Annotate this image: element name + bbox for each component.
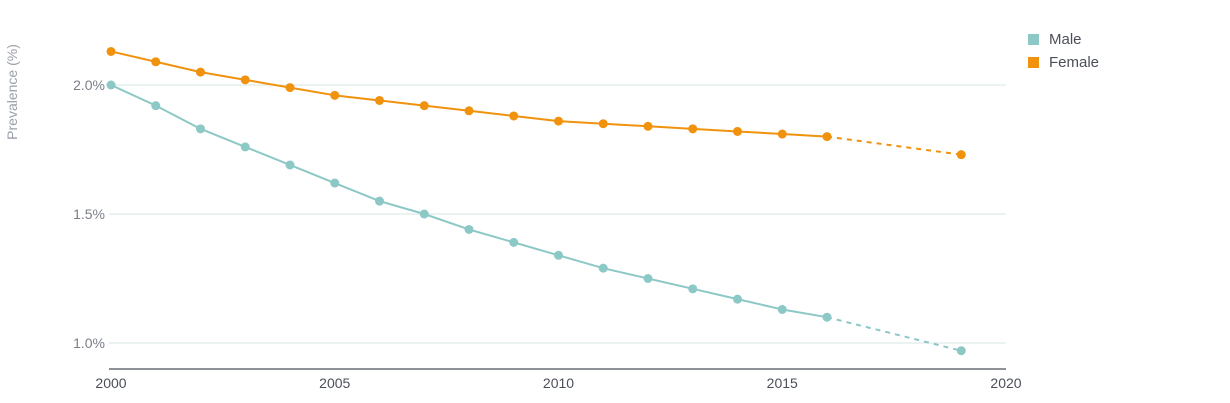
axes: 1.0% 1.5% 2.0% 2000 2005 2010 2015 2020 Prevalen… (4, 44, 1022, 391)
legend-label-male: Male (1049, 31, 1082, 48)
data-point-male-2015 (777, 304, 787, 314)
gridlines (109, 84, 1006, 344)
data-point-male-2000 (106, 80, 116, 90)
data-point-male-2002 (196, 124, 205, 134)
data-point-male-2009 (509, 237, 519, 247)
y-tick-label-2: 2.0% (73, 77, 105, 93)
data-point-female-2000 (106, 46, 116, 56)
data-point-male-2004 (285, 160, 295, 170)
data-point-female-2001 (151, 57, 161, 67)
data-point-female-2008 (464, 106, 474, 116)
data-point-male-2006 (375, 196, 384, 206)
data-point-male-2012 (643, 274, 653, 283)
series-projection-line-male (826, 316, 962, 352)
legend-item-female[interactable]: Female (1028, 54, 1099, 71)
data-point-female-2015 (777, 129, 787, 139)
data-point-female-2014 (733, 126, 742, 136)
series-layer (106, 46, 966, 356)
data-point-male-2001 (151, 101, 161, 111)
legend-item-male[interactable]: Male (1028, 31, 1099, 48)
x-tick-label-2000: 2000 (95, 375, 126, 391)
data-point-male-2013 (688, 284, 698, 294)
data-point-male-2016 (822, 312, 832, 322)
series-line-male (110, 84, 828, 319)
data-point-female-2004 (285, 83, 295, 93)
y-axis-title: Prevalence (%) (4, 44, 20, 140)
data-point-male-2007 (419, 209, 429, 219)
data-point-male-2003 (240, 142, 250, 152)
legend: Male Female (1028, 31, 1099, 71)
data-point-male-2019 (956, 346, 966, 356)
data-point-female-2003 (240, 75, 250, 85)
x-tick-label-2020: 2020 (990, 375, 1021, 391)
data-point-female-2012 (643, 121, 653, 131)
data-point-male-2011 (598, 263, 608, 273)
legend-swatch-male (1028, 34, 1039, 45)
data-point-female-2011 (598, 119, 608, 129)
data-point-female-2006 (375, 95, 384, 105)
data-point-female-2005 (330, 90, 340, 100)
data-point-male-2010 (554, 250, 563, 260)
x-tick-label-2010: 2010 (543, 375, 574, 391)
x-tick-label-2015: 2015 (767, 375, 798, 391)
data-point-female-2013 (688, 124, 698, 134)
data-point-male-2005 (330, 178, 340, 188)
y-tick-label-1-5: 1.5% (73, 206, 105, 222)
data-point-female-2010 (554, 116, 563, 126)
legend-label-female: Female (1049, 54, 1100, 71)
data-point-female-2009 (509, 111, 519, 121)
data-point-male-2008 (464, 224, 474, 234)
data-point-female-2016 (822, 132, 832, 142)
data-point-male-2014 (733, 294, 742, 304)
series-female (106, 46, 966, 160)
series-projection-line-female (826, 135, 962, 156)
y-tick-label-1: 1.0% (73, 335, 105, 351)
legend-swatch-female (1028, 57, 1039, 68)
series-male (106, 80, 966, 356)
data-point-female-2007 (419, 101, 429, 111)
data-point-female-2019 (956, 150, 966, 160)
x-tick-label-2005: 2005 (319, 375, 350, 391)
series-line-female (110, 50, 828, 138)
data-point-female-2002 (196, 67, 205, 77)
